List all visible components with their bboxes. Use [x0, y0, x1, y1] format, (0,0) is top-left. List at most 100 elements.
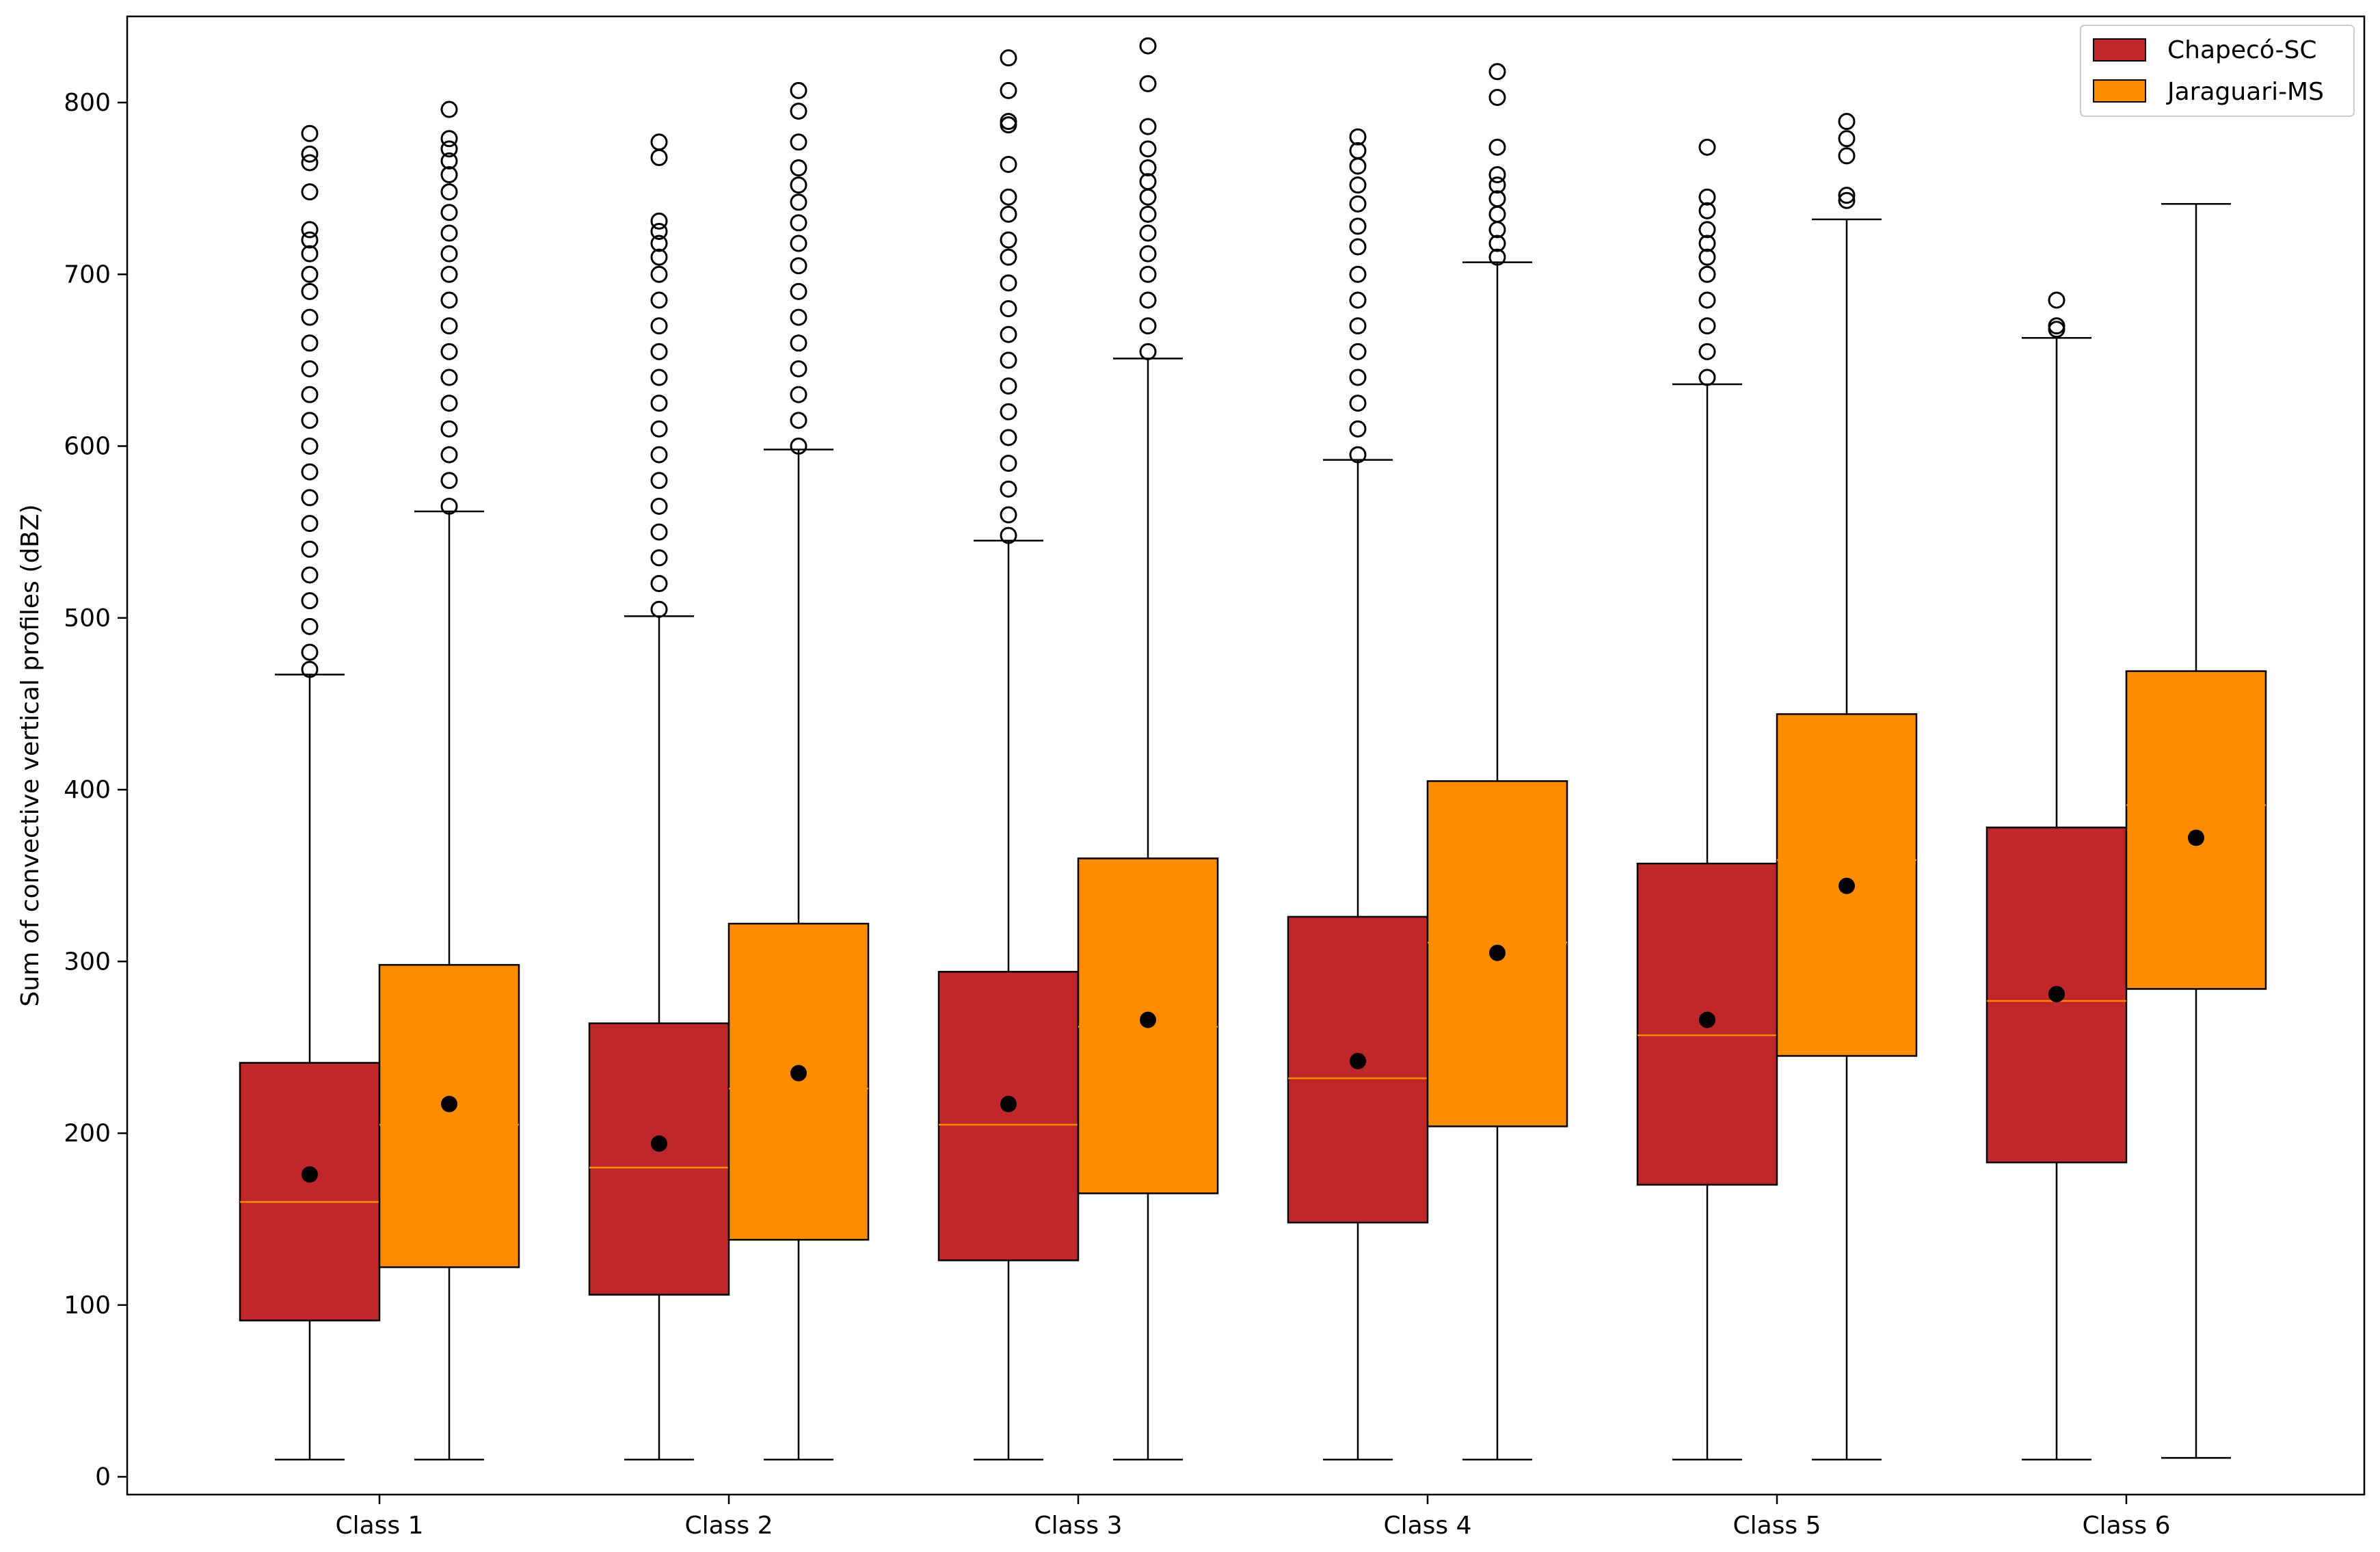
box-group: [239, 124, 381, 1461]
x-tick-label: Class 2: [684, 1512, 773, 1540]
box-group: [378, 101, 520, 1461]
outlier-point: [790, 308, 807, 326]
outlier-point: [1698, 248, 1716, 266]
outlier-point: [1000, 188, 1017, 206]
outlier-point: [301, 643, 319, 661]
outlier-point: [1349, 265, 1367, 283]
outlier-point: [440, 369, 458, 386]
outlier-point: [440, 343, 458, 360]
y-tick-label: 800: [64, 89, 111, 117]
y-tick-label: 300: [64, 948, 111, 976]
mean-marker: [1000, 1095, 1017, 1112]
outlier-point: [1838, 130, 1856, 148]
outlier-point: [1349, 157, 1367, 175]
outlier-point: [1698, 369, 1716, 386]
outlier-point: [1000, 113, 1017, 131]
outlier-point: [440, 224, 458, 242]
outlier-point: [650, 446, 668, 464]
outlier-point: [1349, 128, 1367, 146]
legend-swatch-jaraguari: [2093, 79, 2146, 103]
y-tick-label: 0: [95, 1463, 111, 1491]
outlier-point: [790, 193, 807, 211]
outlier-point: [1000, 300, 1017, 317]
outlier-point: [650, 420, 668, 438]
plot-area: [239, 37, 2267, 1461]
box-group: [1426, 63, 1568, 1461]
outlier-point: [440, 446, 458, 464]
mean-marker: [1489, 944, 1506, 961]
outlier-point: [790, 235, 807, 252]
outlier-point: [301, 489, 319, 507]
y-tick-label: 100: [64, 1292, 111, 1320]
outlier-point: [1698, 265, 1716, 283]
box-iqr: [1287, 915, 1429, 1224]
legend: Chapecó-SC Jaraguari-MS: [2080, 25, 2355, 117]
outlier-point: [1000, 116, 1017, 134]
x-tick-label: Class 1: [335, 1512, 423, 1540]
outlier-point: [440, 317, 458, 335]
outlier-point: [1698, 343, 1716, 360]
outlier-point: [1139, 317, 1157, 335]
outlier-point: [1698, 138, 1716, 156]
mean-marker: [302, 1166, 318, 1183]
outlier-point: [440, 245, 458, 263]
outlier-point: [301, 145, 319, 163]
outlier-point: [1139, 224, 1157, 242]
y-axis: 0 100 200 300 400 500 600 700 800: [64, 89, 127, 1491]
outlier-point: [1838, 147, 1856, 165]
outlier-point: [790, 412, 807, 429]
outlier-point: [650, 248, 668, 266]
outlier-point: [650, 212, 668, 230]
outlier-point: [650, 343, 668, 360]
outlier-point: [790, 176, 807, 194]
outlier-point: [1000, 429, 1017, 446]
outlier-point: [440, 420, 458, 438]
mean-marker: [1699, 1011, 1715, 1028]
outlier-point: [650, 549, 668, 567]
outlier-point: [650, 369, 668, 386]
outlier-point: [1488, 190, 1506, 208]
outlier-point: [650, 523, 668, 541]
x-tick-label: Class 6: [2082, 1512, 2170, 1540]
outlier-point: [2048, 321, 2065, 338]
outlier-point: [1139, 265, 1157, 283]
outlier-point: [301, 183, 319, 201]
outlier-point: [1349, 394, 1367, 412]
outlier-point: [1349, 343, 1367, 360]
outlier-point: [1000, 351, 1017, 369]
box-group: [1636, 138, 1778, 1461]
outlier-point: [301, 540, 319, 558]
legend-label-jaraguari: Jaraguari-MS: [2166, 78, 2324, 106]
outlier-point: [440, 204, 458, 222]
mean-marker: [2188, 829, 2204, 846]
outlier-point: [301, 124, 319, 142]
outlier-point: [1139, 245, 1157, 263]
outlier-point: [1488, 166, 1506, 184]
y-axis-label: Sum of convective vertical profiles (dBZ…: [16, 504, 44, 1006]
outlier-point: [1000, 155, 1017, 173]
outlier-point: [440, 265, 458, 283]
outlier-point: [790, 214, 807, 232]
outlier-point: [790, 133, 807, 151]
outlier-point: [1000, 480, 1017, 498]
outlier-point: [1488, 176, 1506, 194]
outlier-point: [301, 592, 319, 610]
plot-frame: [126, 15, 2366, 1496]
outlier-point: [1838, 113, 1856, 131]
outlier-point: [1139, 75, 1157, 92]
x-tick-label: Class 4: [1383, 1512, 1471, 1540]
outlier-point: [790, 386, 807, 403]
outlier-point: [440, 472, 458, 490]
y-tick-label: 200: [64, 1120, 111, 1148]
outlier-point: [440, 101, 458, 118]
outlier-point: [1349, 176, 1367, 194]
outlier-point: [790, 257, 807, 275]
outlier-point: [2048, 317, 2065, 335]
outlier-point: [790, 438, 807, 455]
outlier-point: [1139, 343, 1157, 360]
outlier-point: [301, 334, 319, 352]
outlier-point: [440, 394, 458, 412]
outlier-point: [301, 360, 319, 377]
outlier-point: [1000, 455, 1017, 472]
